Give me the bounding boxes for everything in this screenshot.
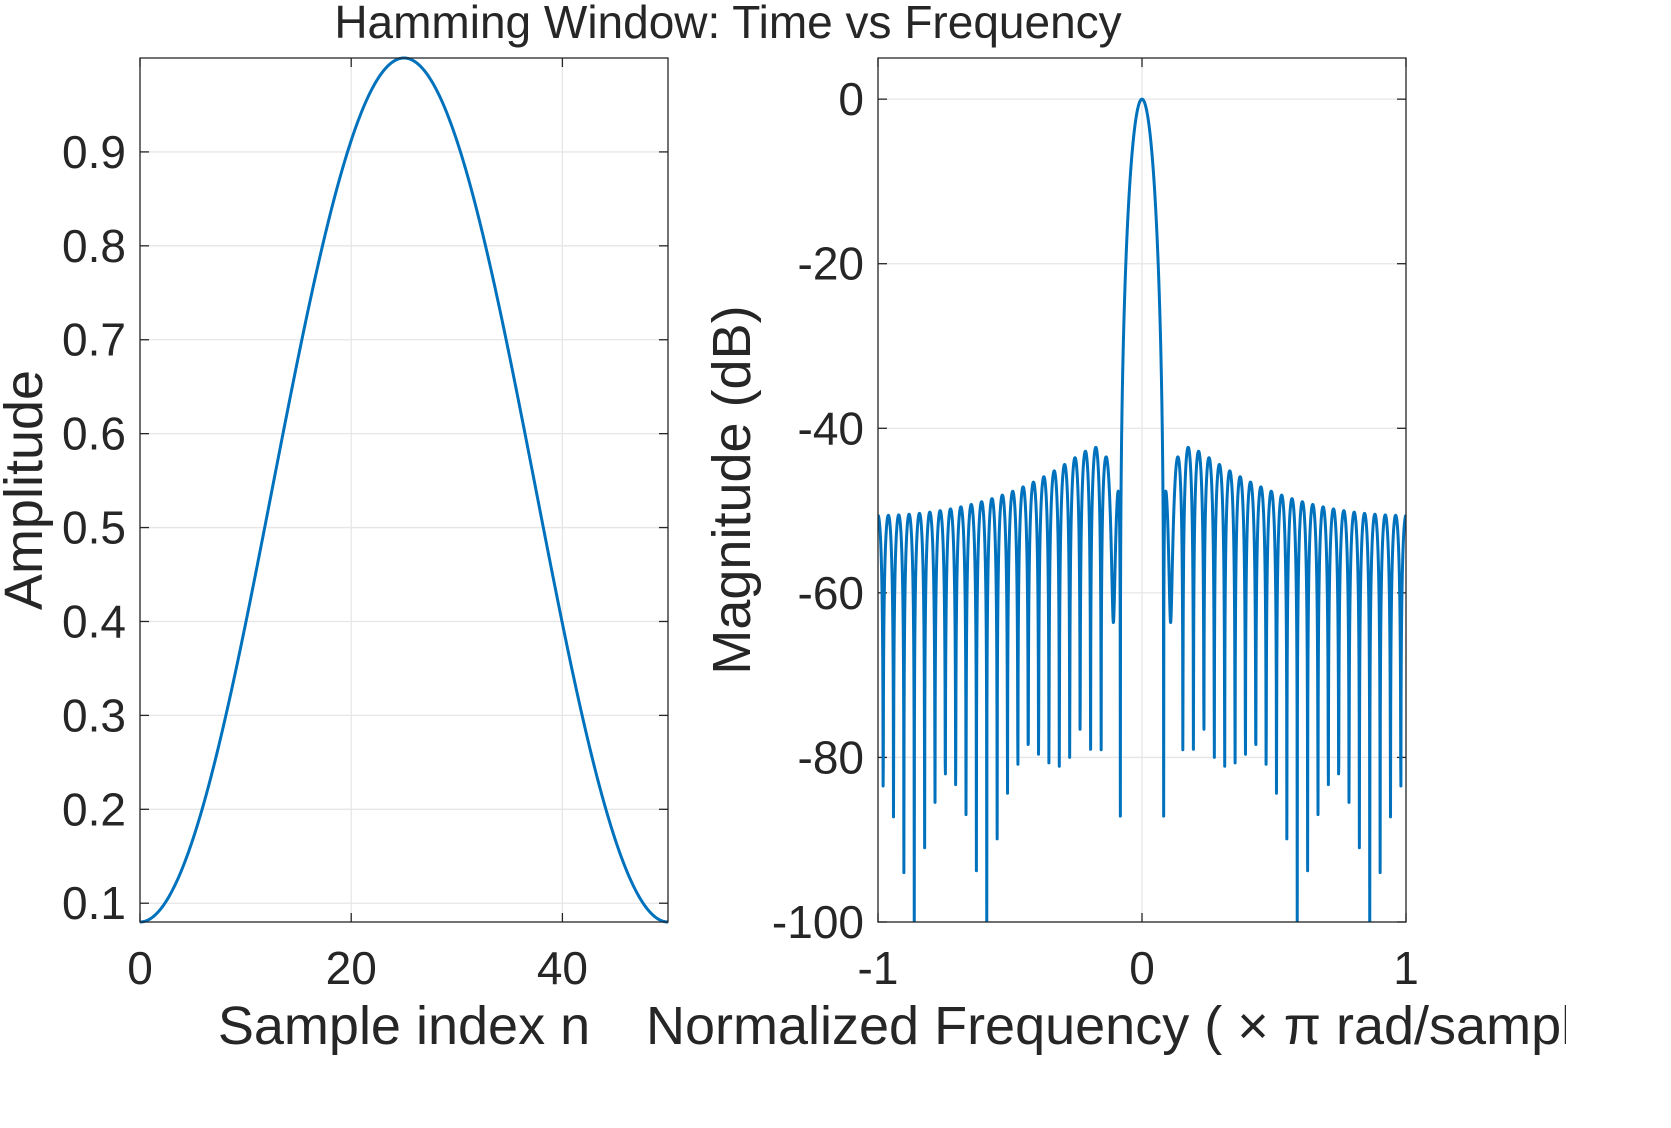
frequency-domain-xtick-label: 0 <box>1129 942 1155 994</box>
time-domain-ylabel: Amplitude <box>0 370 54 610</box>
frequency-domain-ytick-label: -100 <box>772 896 864 948</box>
time-domain-grid <box>139 58 668 922</box>
frequency-domain-axes: -1 0 1 -100 -80 -60 -40 -20 0 Normalized Frequen… <box>646 57 1566 1056</box>
figure-title: Hamming Window: Time vs Frequency <box>334 0 1121 48</box>
time-domain-ytick-label: 0.2 <box>62 783 126 835</box>
time-domain-ytick-label: 0.4 <box>62 595 126 647</box>
frequency-domain-ticks: -1 0 1 -100 -80 -60 -40 -20 0 <box>772 58 1419 994</box>
time-domain-xtick-label: 0 <box>127 942 153 994</box>
frequency-domain-xlabel: Normalized Frequency ( × π rad/sample) <box>646 996 1566 1056</box>
frequency-domain-ytick-label: -60 <box>798 567 864 619</box>
frequency-domain-ylabel: Magnitude (dB) <box>702 305 762 674</box>
frequency-domain-frame <box>877 57 1407 923</box>
time-domain-ytick-label: 0.9 <box>62 126 126 178</box>
figure: Hamming Window: Time vs Frequency 0 20 400… <box>0 0 1566 1056</box>
time-domain-ytick-label: 0.7 <box>62 314 126 366</box>
frequency-domain-ytick-label: 0 <box>838 73 864 125</box>
frequency-domain-curve <box>878 97 1406 922</box>
frequency-domain-ytick-label: -40 <box>798 402 864 454</box>
time-domain-xlabel: Sample index n <box>218 996 590 1056</box>
time-domain-xtick-label: 20 <box>326 942 377 994</box>
time-domain-ytick-label: 0.8 <box>62 220 126 272</box>
time-domain-ticks: 0 20 40 0.1 0.2 0.3 0.4 0.5 0.6 0.7 0.8 0.9 <box>62 58 668 994</box>
frequency-domain-xtick-label: -1 <box>858 942 899 994</box>
time-domain-ytick-label: 0.6 <box>62 408 126 460</box>
time-domain-frame <box>139 57 669 923</box>
frequency-domain-xtick-label: 1 <box>1393 942 1419 994</box>
frequency-domain-ytick-label: -80 <box>798 731 864 783</box>
time-domain-ytick-label: 0.1 <box>62 877 126 929</box>
time-domain-ytick-label: 0.3 <box>62 689 126 741</box>
time-domain-ytick-label: 0.5 <box>62 502 126 554</box>
time-domain-xtick-label: 40 <box>537 942 588 994</box>
frequency-domain-ytick-label: -20 <box>798 238 864 290</box>
time-domain-curve <box>139 56 669 924</box>
frequency-domain-grid <box>877 58 1407 923</box>
time-domain-axes: 0 20 40 0.1 0.2 0.3 0.4 0.5 0.6 0.7 0.8 0.9 Sample … <box>0 56 669 1056</box>
